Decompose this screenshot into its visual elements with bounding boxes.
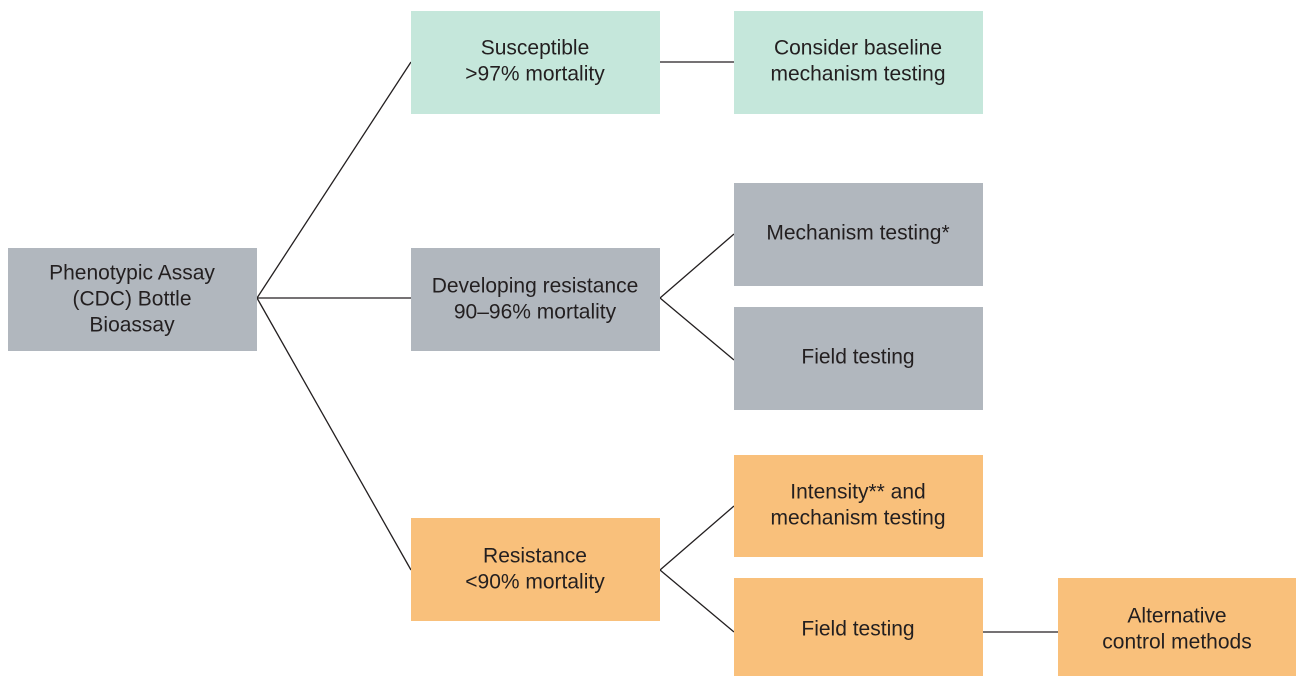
node: Mechanism testing* (734, 183, 983, 286)
node-label: control methods (1102, 631, 1251, 654)
node-box (734, 11, 983, 114)
node: Intensity** and mechanism testing (734, 455, 983, 557)
node-box (734, 455, 983, 557)
node-box (1058, 578, 1296, 676)
edges (256, 61, 1058, 633)
node: Resistance <90% mortality (411, 518, 660, 621)
node-box (411, 248, 660, 351)
node-label: Susceptible (481, 37, 590, 60)
node-box (734, 307, 983, 410)
node-label: Phenotypic Assay (49, 262, 215, 285)
node: Developing resistance 90–96% mortality (411, 248, 660, 351)
node-label: (CDC) Bottle (72, 288, 191, 311)
node: Alternative control methods (1058, 578, 1296, 676)
edge (256, 61, 412, 299)
node-box (8, 248, 257, 351)
node-label: Alternative (1127, 605, 1226, 628)
edge (659, 505, 735, 571)
node: Phenotypic Assay (CDC) Bottle Bioassay (8, 248, 257, 351)
node-label: Bioassay (89, 314, 175, 337)
node-label: Mechanism testing* (766, 222, 949, 245)
node: Susceptible >97% mortality (411, 11, 660, 114)
node-label: mechanism testing (770, 507, 945, 530)
node: Field testing (734, 307, 983, 410)
node-box (411, 518, 660, 621)
edge (659, 569, 735, 633)
node-label: Resistance (483, 545, 587, 568)
node-label: >97% mortality (465, 63, 605, 86)
node-label: Field testing (801, 346, 914, 369)
node-label: Field testing (801, 618, 914, 641)
edge (659, 297, 735, 361)
node-box (734, 578, 983, 676)
node-label: Intensity** and (790, 481, 925, 504)
edge (659, 233, 735, 299)
node-label: Developing resistance (432, 275, 639, 298)
node-label: Consider baseline (774, 37, 942, 60)
node-box (411, 11, 660, 114)
node-label: 90–96% mortality (454, 301, 617, 324)
node-label: <90% mortality (465, 571, 605, 594)
node-label: mechanism testing (770, 63, 945, 86)
edge (256, 297, 412, 571)
node: Consider baseline mechanism testing (734, 11, 983, 114)
node: Field testing (734, 578, 983, 676)
node-box (734, 183, 983, 286)
